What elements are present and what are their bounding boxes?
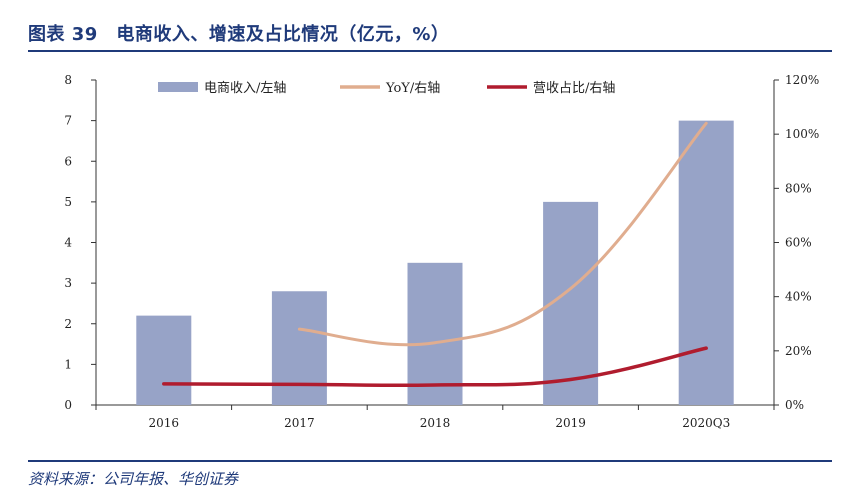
x-tick-label: 2016 [149, 416, 180, 430]
y-left-tick-label: 6 [64, 154, 72, 168]
y-left-tick-label: 1 [64, 357, 72, 371]
x-tick-label: 2017 [284, 416, 315, 430]
footer-divider [28, 460, 832, 462]
bar [136, 315, 192, 405]
y-right-tick-label: 80% [785, 181, 812, 195]
legend-label: 营收占比/右轴 [533, 81, 615, 96]
y-right-tick-label: 0% [785, 398, 804, 412]
x-tick-label: 2019 [555, 416, 586, 430]
y-left-tick-label: 2 [64, 317, 72, 331]
title-divider [28, 50, 832, 52]
y-left-tick-label: 0 [64, 398, 72, 412]
legend-swatch [158, 82, 198, 92]
bar [407, 262, 463, 405]
bar [678, 120, 734, 405]
y-left-tick-label: 3 [64, 276, 72, 290]
legend-label: YoY/右轴 [385, 81, 440, 96]
series-line [162, 346, 708, 388]
chart-title: 图表 39 电商收入、增速及占比情况（亿元，%） [28, 24, 450, 45]
bar [271, 291, 327, 405]
y-right-tick-label: 20% [785, 344, 812, 358]
y-left-tick-label: 7 [64, 114, 72, 128]
legend-label: 电商收入/左轴 [204, 81, 286, 96]
y-right-tick-label: 60% [785, 236, 812, 250]
y-left-tick-label: 8 [64, 73, 72, 87]
y-right-tick-label: 40% [785, 290, 812, 304]
y-left-tick-label: 5 [64, 195, 72, 209]
y-right-tick-label: 100% [785, 127, 819, 141]
y-right-tick-label: 120% [785, 73, 819, 87]
source-note: 资料来源：公司年报、华创证券 [28, 470, 239, 488]
series-line [297, 121, 708, 347]
y-left-tick-label: 4 [64, 236, 72, 250]
x-tick-label: 2020Q3 [682, 416, 730, 430]
x-tick-label: 2018 [420, 416, 451, 430]
